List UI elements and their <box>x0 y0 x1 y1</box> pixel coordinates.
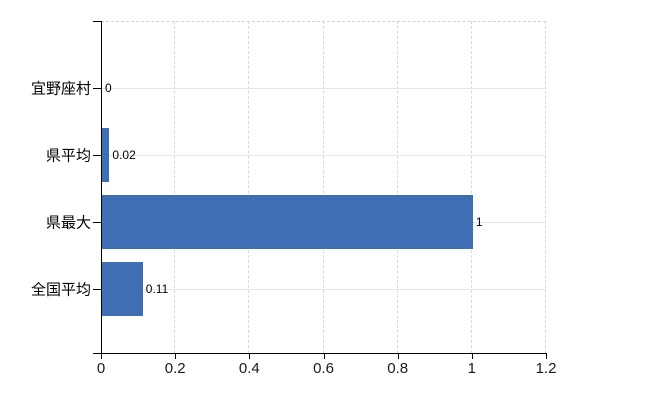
x-axis-tick <box>397 354 399 359</box>
category-label-全国平均: 全国平均 <box>30 281 91 299</box>
y-axis-tick <box>93 222 101 223</box>
x-tick-label: 0.6 <box>313 360 334 377</box>
value-label: 0 <box>105 81 112 95</box>
x-axis-tick <box>323 354 325 359</box>
vertical-gridline <box>174 21 176 353</box>
y-axis-tick <box>93 155 101 156</box>
vertical-gridline <box>470 21 472 353</box>
vertical-gridline <box>545 21 546 353</box>
x-tick-label: 1 <box>467 360 476 377</box>
value-label: 0.02 <box>112 148 136 162</box>
x-tick-label: 1.2 <box>535 360 557 377</box>
vertical-gridline <box>322 21 324 353</box>
x-axis-tick <box>175 354 177 359</box>
y-axis-tick <box>93 88 101 89</box>
x-axis-tick <box>249 354 251 359</box>
y-axis-line <box>101 21 102 354</box>
bar-県最大 <box>102 195 473 249</box>
horizontal-gridline <box>101 289 546 290</box>
x-axis-tick <box>471 354 473 359</box>
horizontal-gridline <box>101 155 546 156</box>
x-tick-label: 0.2 <box>164 360 186 377</box>
x-tick-label: 0.4 <box>238 360 260 377</box>
category-label-宜野座村: 宜野座村 <box>30 80 91 98</box>
category-label-県平均: 県平均 <box>45 147 91 165</box>
plot-top-border <box>101 21 546 22</box>
value-label: 0.11 <box>145 282 169 296</box>
y-axis-tick <box>93 289 101 290</box>
x-axis-tick <box>101 354 102 359</box>
x-tick-label: 0 <box>96 360 106 377</box>
y-axis-end-tick-bottom <box>93 353 101 354</box>
plot-area: 0 0.02 1 0.11 <box>101 21 546 353</box>
x-axis-tick <box>546 354 547 359</box>
horizontal-gridline <box>101 88 546 89</box>
x-tick-label: 0.8 <box>387 360 409 377</box>
category-label-県最大: 県最大 <box>45 214 91 232</box>
vertical-gridline <box>396 21 398 353</box>
bar-全国平均 <box>102 262 143 316</box>
bar-県平均 <box>102 128 110 182</box>
x-axis-line <box>101 353 547 354</box>
value-label: 1 <box>475 215 483 229</box>
y-axis-end-tick-top <box>93 21 101 22</box>
vertical-gridline <box>248 21 250 353</box>
